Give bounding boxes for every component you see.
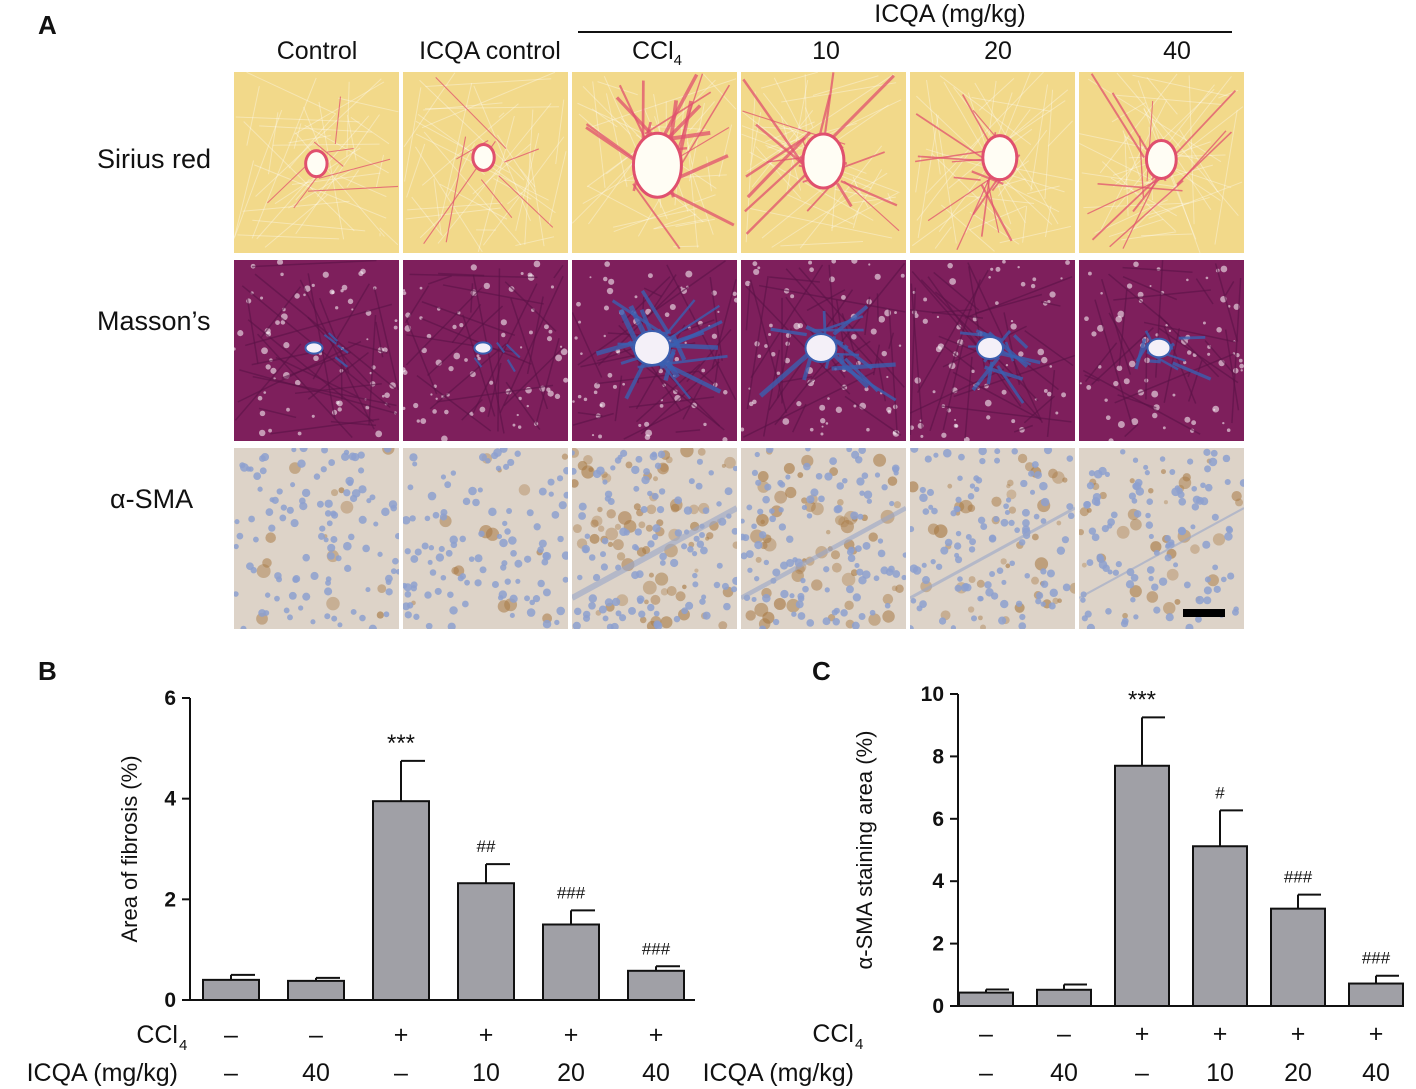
condition-label: ICQA (mg/kg) [27, 1059, 178, 1087]
y-tick-label: 0 [932, 995, 944, 1018]
condition-value: 20 [557, 1059, 585, 1087]
micrograph-sma-control [234, 448, 399, 629]
column-label-ccl4: CCl4 [573, 37, 741, 69]
micrograph-masson-icqa-10 [741, 260, 906, 441]
micrograph-sirius-icqa-20 [910, 72, 1075, 253]
condition-value: + [564, 1021, 579, 1049]
y-tick-label: 2 [932, 933, 944, 956]
micrograph-masson-ccl4 [572, 260, 737, 441]
micrograph-masson-icqa-20 [910, 260, 1075, 441]
significance-label: *** [1128, 686, 1156, 713]
y-tick-label: 8 [932, 745, 944, 768]
bar [627, 969, 685, 1002]
condition-value: + [1213, 1020, 1228, 1048]
y-tick-label: 6 [164, 687, 176, 710]
condition-value: – [1135, 1059, 1149, 1087]
significance-label: ### [642, 939, 671, 958]
y-tick-label: 4 [932, 870, 944, 893]
icqa-group-line [578, 31, 1232, 33]
bar [1192, 845, 1248, 1007]
significance-label: ### [1362, 949, 1391, 968]
condition-value: – [979, 1059, 993, 1087]
row-label-sirius-red: Sirius red [97, 144, 212, 174]
condition-value: 40 [1362, 1059, 1390, 1087]
condition-value: + [649, 1021, 664, 1049]
micrograph-sirius-icqa-10 [741, 72, 906, 253]
y-axis-label: Area of fibrosis (%) [117, 755, 142, 942]
micrograph-masson-icqa-40 [1079, 260, 1244, 441]
row-label-alpha-sma: α-SMA [110, 484, 194, 514]
panel-a-letter: A [38, 10, 57, 40]
column-label-20: 20 [984, 37, 1012, 65]
micrograph-sirius-icqa-40 [1079, 72, 1244, 253]
bar [542, 923, 600, 1001]
condition-value: – [1057, 1020, 1071, 1048]
condition-value: 20 [1284, 1059, 1312, 1087]
bar [287, 979, 345, 1001]
condition-value: – [394, 1059, 408, 1087]
icqa-group-label: ICQA (mg/kg) [874, 0, 1026, 28]
micrograph-sirius-icqa-control [403, 72, 568, 253]
column-label-40: 40 [1163, 37, 1191, 65]
significance-label: ## [477, 837, 496, 856]
condition-value: + [394, 1021, 409, 1049]
condition-value: 40 [302, 1059, 330, 1087]
condition-value: 40 [642, 1059, 670, 1087]
bar [1270, 907, 1326, 1008]
condition-label-subscript: 4 [855, 1036, 863, 1053]
micrograph-masson-control [234, 260, 399, 441]
condition-value: 40 [1050, 1059, 1078, 1087]
condition-value: + [1369, 1020, 1384, 1048]
panel-b-letter: B [38, 656, 57, 686]
condition-value: 10 [1206, 1059, 1234, 1087]
bar [1114, 764, 1170, 1008]
y-tick-label: 10 [921, 683, 944, 706]
panel-c-letter: C [812, 656, 831, 686]
condition-label: CCl [136, 1021, 178, 1049]
micrograph-sirius-control [234, 72, 399, 253]
row-label-massons: Masson’s [97, 306, 211, 336]
condition-label-subscript: 4 [179, 1037, 187, 1054]
ccl-subscript: 4 [673, 52, 682, 69]
condition-value: – [224, 1059, 238, 1087]
condition-value: + [1135, 1020, 1150, 1048]
y-tick-label: 0 [164, 989, 176, 1012]
micrograph-sirius-ccl4 [572, 72, 737, 253]
condition-value: 10 [472, 1059, 500, 1087]
condition-value: – [309, 1021, 323, 1049]
significance-label: *** [387, 730, 415, 757]
condition-value: – [979, 1020, 993, 1048]
bar [1348, 982, 1404, 1008]
significance-label: ### [1284, 868, 1313, 887]
condition-value: + [1291, 1020, 1306, 1048]
micrograph-sma-icqa-10 [741, 448, 906, 629]
bar [202, 978, 260, 1002]
micrograph-sma-icqa-20 [910, 448, 1075, 629]
significance-label: ### [557, 883, 586, 902]
micrograph-sma-icqa-40 [1079, 448, 1244, 629]
y-tick-label: 4 [164, 788, 176, 811]
condition-value: + [479, 1021, 494, 1049]
condition-label: ICQA (mg/kg) [703, 1059, 854, 1087]
bar [372, 800, 430, 1001]
y-tick-label: 2 [164, 888, 176, 911]
y-axis-label: α-SMA staining area (%) [852, 731, 877, 970]
column-label-10: 10 [812, 37, 840, 65]
micrograph-sma-icqa-control [403, 448, 568, 629]
bar [1036, 988, 1092, 1007]
column-label-control: Control [276, 37, 358, 65]
condition-label: CCl [812, 1020, 854, 1048]
scale-bar [1183, 609, 1225, 617]
condition-value: – [224, 1021, 238, 1049]
significance-label: # [1215, 783, 1225, 802]
bar [457, 882, 515, 1001]
micrograph-sma-ccl4 [572, 448, 737, 629]
ccl-text: CCl [631, 37, 674, 65]
bar [958, 991, 1014, 1008]
micrograph-masson-icqa-control [403, 260, 568, 441]
column-label-icqa-control: ICQA control [419, 37, 561, 65]
y-tick-label: 6 [932, 808, 944, 831]
